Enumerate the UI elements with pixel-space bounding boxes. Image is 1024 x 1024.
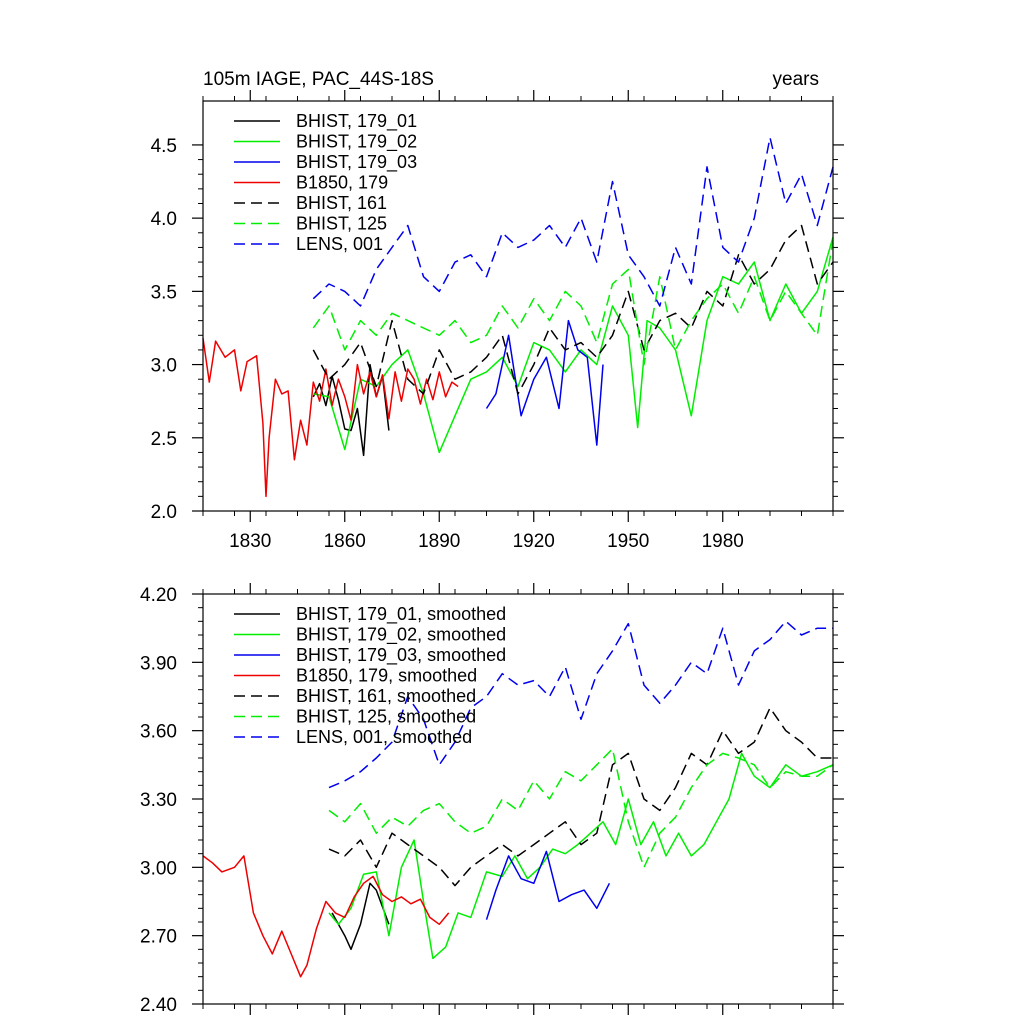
legend-label: BHIST, 179_01, smoothed	[296, 604, 506, 625]
legend-label: BHIST, 179_02, smoothed	[296, 625, 506, 646]
legend-label: BHIST, 179_03, smoothed	[296, 645, 506, 666]
x-tick-label: 1860	[324, 531, 366, 552]
series-line	[202, 338, 459, 498]
series-line	[485, 319, 604, 446]
chart-units-label: years	[773, 69, 819, 90]
y-tick-label: 3.90	[140, 653, 177, 674]
legend-label: LENS, 001, smoothed	[296, 727, 472, 747]
plot-frame	[202, 593, 834, 1005]
x-tick-label: 1980	[702, 531, 744, 552]
x-tick-label: 1890	[418, 531, 460, 552]
legend-label: BHIST, 179_03	[296, 152, 417, 173]
x-tick-label: 1830	[229, 531, 271, 552]
y-tick-label: 3.00	[140, 858, 177, 879]
series-line	[331, 882, 390, 951]
legend-label: BHIST, 179_01	[296, 111, 417, 132]
y-tick-label: 3.5	[151, 282, 177, 303]
legend-label: BHIST, 161	[296, 193, 387, 213]
legend-label: BHIST, 179_02	[296, 132, 417, 153]
y-tick-label: 2.70	[140, 927, 177, 948]
x-tick-label: 1950	[607, 531, 649, 552]
chart-top: 105m IAGE, PAC_44S-18S years 1830 1860 189…	[151, 69, 844, 552]
series-line	[313, 236, 834, 454]
legend-label: B1850, 179	[296, 173, 388, 193]
y-tick-label: 4.20	[140, 585, 177, 606]
y-tick-label: 3.60	[140, 722, 177, 743]
legend-label: LENS, 001	[296, 234, 383, 254]
y-tick-label: 3.30	[140, 790, 177, 811]
series-line	[328, 748, 834, 869]
series-line	[328, 752, 834, 960]
y-tick-label: 3.0	[151, 356, 177, 377]
legend-label: BHIST, 125, smoothed	[296, 707, 476, 727]
chart-bottom: 2.40 2.70 3.00 3.30 3.60 3.90 4.20 BHIST, 179_…	[140, 583, 844, 1016]
legend-label: BHIST, 161, smoothed	[296, 686, 476, 706]
y-tick-label: 2.5	[151, 429, 177, 450]
x-tick-label: 1920	[513, 531, 555, 552]
plot-frame	[202, 100, 834, 512]
legend-label: B1850, 179, smoothed	[296, 666, 477, 686]
series-line	[312, 239, 834, 366]
y-tick-label: 2.40	[140, 995, 177, 1016]
series-line	[328, 707, 833, 887]
series-line	[312, 136, 834, 307]
series-line	[485, 850, 611, 920]
series-line	[312, 224, 834, 395]
y-tick-label: 2.0	[151, 502, 177, 523]
series-line	[202, 855, 450, 978]
y-tick-label: 4.0	[151, 209, 177, 230]
legend-label: BHIST, 125	[296, 214, 387, 234]
chart-title: 105m IAGE, PAC_44S-18S	[203, 69, 434, 90]
y-tick-label: 4.5	[151, 136, 177, 157]
series-line	[328, 620, 833, 789]
